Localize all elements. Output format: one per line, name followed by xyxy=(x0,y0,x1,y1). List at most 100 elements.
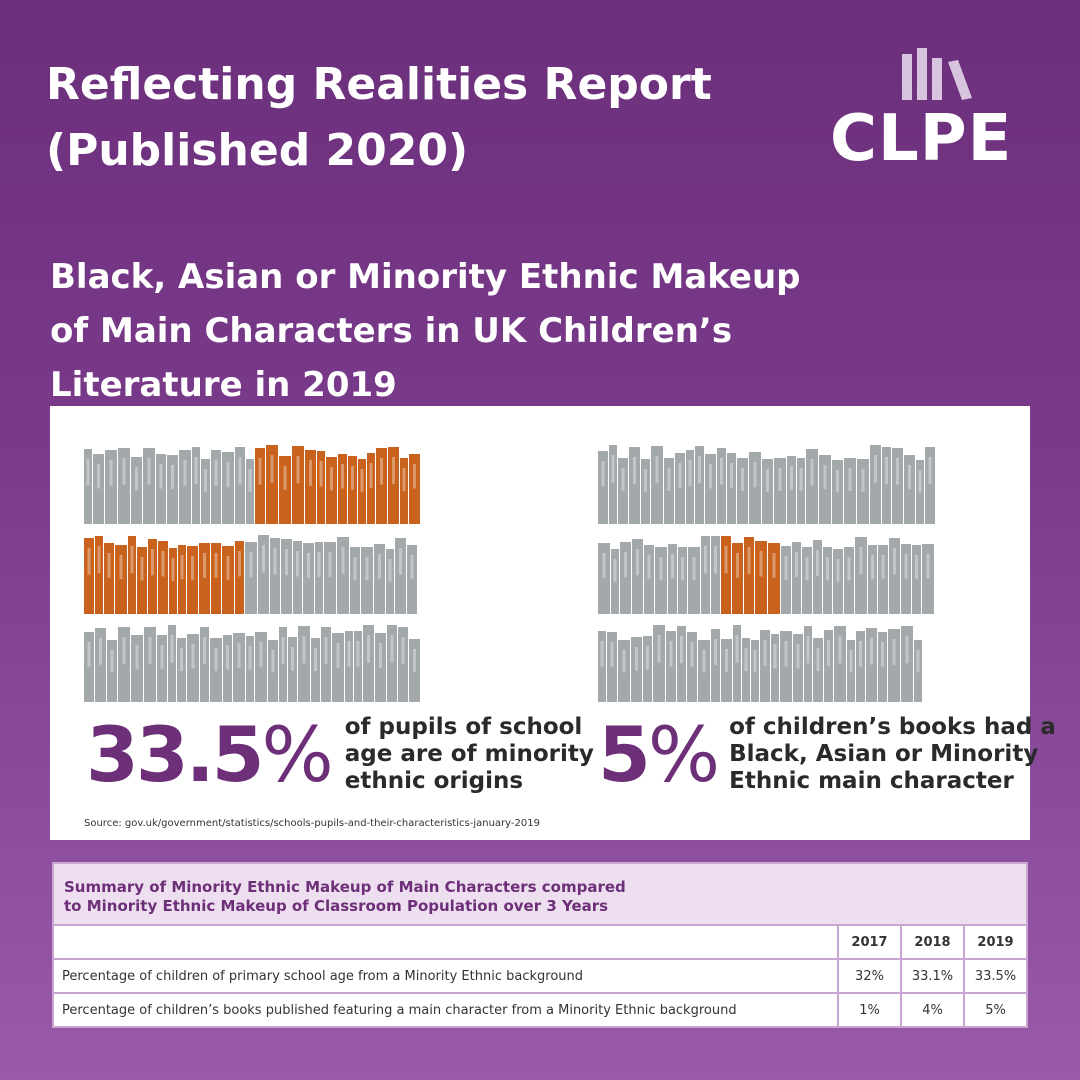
table-header-row: 2017 2018 2019 xyxy=(54,926,1026,960)
book xyxy=(315,542,323,614)
book xyxy=(787,456,796,524)
book-spine-label xyxy=(194,457,198,484)
book-spine-label xyxy=(97,464,100,489)
book-spine-label xyxy=(799,468,803,492)
book-spine-label xyxy=(859,641,862,667)
book-spine-label xyxy=(226,645,229,670)
book xyxy=(701,536,710,614)
highlighted-book xyxy=(292,446,304,524)
book xyxy=(844,547,854,614)
book-spine-label xyxy=(624,552,627,578)
highlighted-book xyxy=(755,541,767,614)
book-spine-label xyxy=(766,469,769,492)
book xyxy=(655,547,667,614)
highlighted-book xyxy=(169,548,177,614)
pupils-stat: 33.5% of pupils of school age are of min… xyxy=(86,710,594,799)
book-spine-label xyxy=(369,463,373,488)
book xyxy=(751,640,759,702)
book xyxy=(797,458,805,524)
row-value: 33.1% xyxy=(900,958,965,994)
highlighted-book xyxy=(255,448,265,524)
book-spine-label xyxy=(99,638,102,665)
book-spine-label xyxy=(249,552,253,578)
book xyxy=(398,627,408,702)
book-spine-label xyxy=(918,470,922,493)
book-spine-label xyxy=(135,467,138,491)
book-spine-label xyxy=(317,552,321,578)
book xyxy=(131,635,143,702)
book-spine-label xyxy=(87,642,91,668)
book xyxy=(246,459,254,524)
row-value: 4% xyxy=(900,992,965,1026)
highlighted-book xyxy=(137,547,147,614)
book-spine-label xyxy=(621,468,625,492)
book-spine-label xyxy=(836,559,840,582)
book-spine-label xyxy=(214,648,218,672)
infographic-panel: 33.5% of pupils of school age are of min… xyxy=(50,406,1056,840)
highlighted-book xyxy=(84,538,94,614)
book xyxy=(644,545,654,614)
book-spine-label xyxy=(151,549,154,576)
pupils-stat-description: of pupils of school age are of minority … xyxy=(344,714,594,794)
book-spine-label xyxy=(171,465,174,490)
highlighted-book xyxy=(376,448,387,524)
book-spine-label xyxy=(847,557,851,581)
book-spine-label xyxy=(810,459,814,486)
book xyxy=(882,447,891,524)
book-spine-label xyxy=(610,642,614,668)
book-spine-label xyxy=(356,641,360,667)
book-spine-label xyxy=(720,458,723,485)
book-spine-label xyxy=(336,643,340,668)
highlighted-book xyxy=(768,543,780,614)
book xyxy=(337,537,349,614)
book xyxy=(781,546,791,614)
book-spine-label xyxy=(714,546,717,574)
book xyxy=(210,638,222,702)
book xyxy=(345,631,353,702)
book-spine-label xyxy=(324,637,328,664)
book xyxy=(131,457,142,524)
book xyxy=(687,632,697,702)
book-spine-label xyxy=(330,467,333,491)
book xyxy=(179,450,191,524)
book xyxy=(258,535,269,614)
book-spine-label xyxy=(647,555,651,580)
highlighted-book xyxy=(95,536,103,614)
book-spine-label xyxy=(262,545,265,573)
book-spine-label xyxy=(773,644,777,669)
book-spine-label xyxy=(401,637,405,664)
report-title: Reflecting Realities Report (Published 2… xyxy=(46,52,766,184)
book-spine-label xyxy=(600,641,604,667)
book-spine-label xyxy=(86,459,90,486)
book xyxy=(157,635,167,702)
book xyxy=(144,627,156,702)
book xyxy=(609,445,617,524)
highlighted-book xyxy=(305,450,316,524)
book-spine-label xyxy=(214,553,218,578)
book-spine-label xyxy=(388,559,392,582)
book xyxy=(824,630,833,702)
book xyxy=(177,638,186,702)
book xyxy=(631,637,642,702)
book-spine-label xyxy=(296,551,299,577)
book xyxy=(675,453,685,524)
book-spine-label xyxy=(709,464,712,489)
book xyxy=(857,459,869,524)
source-citation: Source: gov.uk/government/statistics/sch… xyxy=(84,818,540,829)
row-value: 33.5% xyxy=(963,958,1026,994)
book-spine-label xyxy=(281,637,285,664)
title-line-1: Reflecting Realities Report xyxy=(46,59,712,110)
book xyxy=(870,445,881,524)
book xyxy=(192,447,200,524)
book xyxy=(925,447,935,524)
book-spine-label xyxy=(180,555,184,580)
book-spine-label xyxy=(904,554,908,579)
book-spine-label xyxy=(367,635,370,663)
book xyxy=(84,449,92,524)
highlighted-book xyxy=(326,457,337,524)
book xyxy=(361,547,373,614)
book xyxy=(711,536,720,614)
books-stat-description: of children’s books had a Black, Asian o… xyxy=(729,714,1056,794)
book-spine-label xyxy=(214,460,218,486)
book xyxy=(293,541,302,614)
